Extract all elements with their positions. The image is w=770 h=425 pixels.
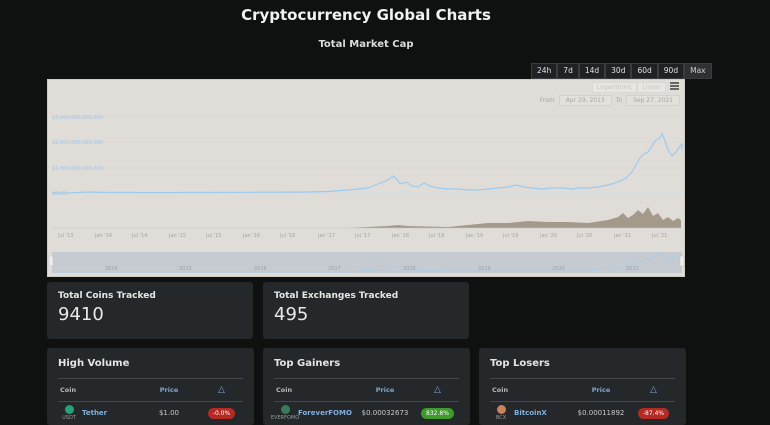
svg-text:Jan '17: Jan '17 [317, 233, 335, 239]
total-exchanges-card: Total Exchanges Tracked 495 [263, 282, 469, 339]
navigator-right-handle [679, 255, 685, 267]
stat-label: Total Exchanges Tracked [274, 291, 399, 301]
total-coins-card: Total Coins Tracked 9410 [47, 282, 253, 339]
navigator-window [52, 252, 682, 273]
svg-text:Jul '17: Jul '17 [354, 233, 370, 239]
to-date-input[interactable]: Sep 27, 2021 [626, 95, 680, 106]
market-cap-chart[interactable]: $3,000,000,000,000 $2,000,000,000,000 $1… [47, 79, 685, 277]
y-tick-0: $0.00 [52, 191, 66, 197]
svg-text:Jan '21: Jan '21 [613, 233, 631, 239]
svg-text:Jan '16: Jan '16 [242, 233, 260, 239]
chart-subtitle: Total Market Cap [318, 39, 414, 50]
high-volume-card: High Volume Coin Price △ USDT Tether $1.… [47, 348, 254, 425]
svg-text:Jul '21: Jul '21 [651, 233, 667, 239]
svg-text:Jan '15: Jan '15 [168, 233, 186, 239]
svg-text:2016: 2016 [254, 266, 267, 272]
svg-text:Jan '19: Jan '19 [465, 233, 483, 239]
time-range-selector: 24h 7d 14d 30d 60d 90d Max [531, 63, 712, 79]
card-title: Top Gainers [274, 358, 341, 369]
price-column-header[interactable]: Price [375, 386, 395, 394]
svg-text:Jul '16: Jul '16 [279, 233, 295, 239]
table-row[interactable]: USDT Tether $1.00 -0.0% [58, 402, 243, 424]
top-gainers-card: Top Gainers Coin Price △ EVERFOMO Foreve… [263, 348, 470, 425]
range-60d-button[interactable]: 60d [631, 63, 658, 79]
coin-table: Coin Price △ BCX BitcoinX $0.00011892 -8… [490, 378, 675, 424]
from-date-input[interactable]: Apr 29, 2013 [558, 95, 612, 106]
coin-column-header[interactable]: Coin [276, 386, 293, 394]
stat-label: Total Coins Tracked [58, 291, 156, 301]
range-30d-button[interactable]: 30d [605, 63, 632, 79]
coin-column-header[interactable]: Coin [492, 386, 509, 394]
range-24h-button[interactable]: 24h [531, 63, 558, 79]
change-badge: -87.4% [637, 407, 670, 419]
svg-text:2014: 2014 [105, 266, 118, 272]
coin-table: Coin Price △ EVERFOMO ForeverFOMO $0.000… [270, 378, 459, 424]
coin-symbol: BCX [495, 415, 507, 421]
price-column-header[interactable]: Price [159, 386, 179, 394]
stat-value: 495 [274, 304, 309, 325]
y-tick-3t: $3,000,000,000,000 [52, 115, 103, 121]
scale-toggle: Logarithmic Linear [591, 82, 666, 93]
coin-price: $1.00 [158, 409, 180, 417]
y-tick-1t: $1,000,000,000,000 [52, 166, 103, 172]
coin-column-header[interactable]: Coin [60, 386, 77, 394]
coin-symbol: EVERFOMO [270, 415, 300, 421]
foreverfomo-coin-icon [280, 405, 290, 414]
svg-text:Jul '15: Jul '15 [205, 233, 221, 239]
range-max-button[interactable]: Max [684, 63, 712, 79]
table-row[interactable]: BCX BitcoinX $0.00011892 -87.4% [490, 402, 675, 424]
table-header: Coin Price △ [490, 379, 675, 402]
range-7d-button[interactable]: 7d [557, 63, 579, 79]
range-90d-button[interactable]: 90d [657, 63, 685, 79]
navigator-left-handle [48, 255, 54, 267]
svg-text:2017: 2017 [328, 266, 341, 272]
y-tick-2t: $2,000,000,000,000 [52, 140, 103, 146]
svg-text:Jan '18: Jan '18 [391, 233, 409, 239]
logarithmic-button[interactable]: Logarithmic [591, 82, 638, 93]
change-column-header[interactable]: △ [650, 385, 657, 395]
from-label: From [539, 97, 555, 104]
table-header: Coin Price △ [58, 379, 243, 402]
card-title: High Volume [58, 358, 130, 369]
bitcoinx-coin-icon [496, 405, 506, 414]
to-label: To [615, 97, 623, 104]
svg-text:2015: 2015 [179, 266, 192, 272]
svg-text:Jan '14: Jan '14 [94, 233, 112, 239]
page-title: Cryptocurrency Global Charts [241, 6, 491, 24]
price-column-header[interactable]: Price [591, 386, 611, 394]
svg-text:Jan '20: Jan '20 [539, 233, 557, 239]
svg-text:Jul '20: Jul '20 [576, 233, 592, 239]
svg-text:2020: 2020 [552, 266, 565, 272]
change-column-header[interactable]: △ [218, 385, 225, 395]
coin-symbol: USDT [62, 415, 76, 421]
chart-plot: $3,000,000,000,000 $2,000,000,000,000 $1… [48, 115, 685, 273]
svg-text:Jul '18: Jul '18 [428, 233, 444, 239]
svg-text:2021: 2021 [626, 266, 639, 272]
svg-text:2019: 2019 [478, 266, 491, 272]
coin-name-link[interactable]: Tether [82, 409, 108, 417]
range-14d-button[interactable]: 14d [578, 63, 606, 79]
hamburger-menu-icon[interactable] [670, 82, 679, 90]
svg-text:Jul '13: Jul '13 [57, 233, 73, 239]
change-column-header[interactable]: △ [434, 385, 441, 395]
table-row[interactable]: EVERFOMO ForeverFOMO $0.00032673 832.8% [270, 402, 459, 424]
top-losers-card: Top Losers Coin Price △ BCX BitcoinX $0.… [479, 348, 686, 425]
change-badge: 832.8% [421, 407, 454, 419]
card-title: Top Losers [490, 358, 550, 369]
coin-price: $0.00032673 [361, 409, 409, 417]
table-header: Coin Price △ [274, 379, 459, 402]
svg-text:Jul '19: Jul '19 [502, 233, 518, 239]
tether-coin-icon [64, 405, 74, 414]
coin-price: $0.00011892 [577, 409, 625, 417]
date-range: From Apr 29, 2013 To Sep 27, 2021 [540, 95, 680, 106]
svg-text:Jul '14: Jul '14 [131, 233, 147, 239]
coin-name-link[interactable]: BitcoinX [514, 409, 547, 417]
stat-value: 9410 [58, 304, 104, 325]
svg-text:2018: 2018 [403, 266, 416, 272]
linear-button[interactable]: Linear [637, 82, 666, 93]
coin-name-link[interactable]: ForeverFOMO [298, 409, 352, 417]
change-badge: -0.0% [207, 407, 236, 419]
coin-table: Coin Price △ USDT Tether $1.00 -0.0% [58, 378, 243, 424]
